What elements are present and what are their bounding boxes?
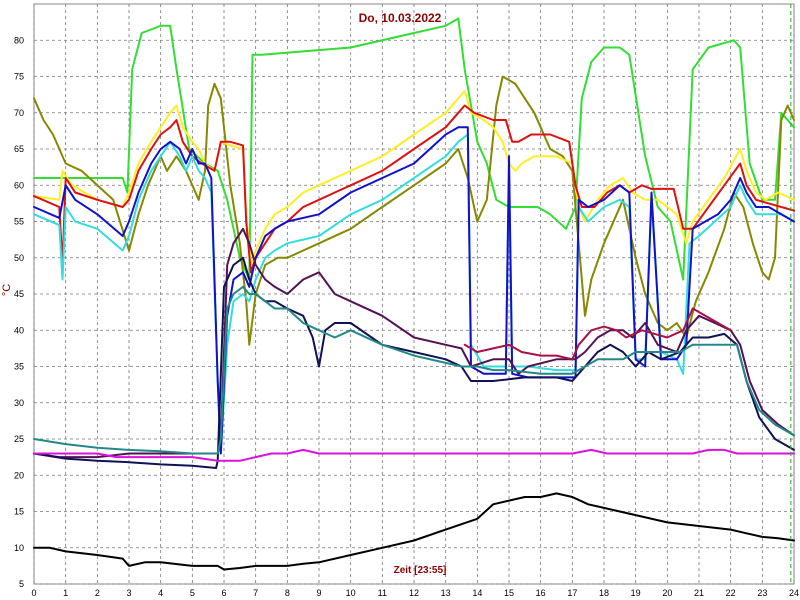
series-group: [33, 17, 795, 571]
y-tick-label: 80: [14, 35, 24, 45]
x-axis-label: Zeit [23:55]: [394, 565, 447, 576]
x-tick-label: 14: [472, 588, 482, 598]
y-tick-label: 50: [14, 253, 24, 263]
x-tick-label: 3: [126, 588, 131, 598]
series-line-10: [33, 285, 795, 455]
y-tick-label: 25: [14, 434, 24, 444]
y-axis-ticks: 5 10 15 20 25 30 35 40 45 50 55 60 65 70 75 80: [14, 35, 24, 589]
x-tick-label: 1: [63, 588, 68, 598]
y-tick-label: 35: [14, 362, 24, 372]
series-line-8: [463, 307, 732, 361]
x-tick-label: 5: [190, 588, 195, 598]
series-line-7: [33, 227, 795, 459]
y-tick-label: 60: [14, 180, 24, 190]
y-tick-label: 15: [14, 507, 24, 517]
y-axis-label: °C: [1, 284, 13, 296]
x-tick-label: 24: [789, 588, 799, 598]
series-line-2: [33, 75, 795, 346]
y-tick-label: 65: [14, 144, 24, 154]
y-tick-label: 55: [14, 217, 24, 227]
x-tick-label: 17: [567, 588, 577, 598]
x-tick-label: 8: [285, 588, 290, 598]
x-tick-label: 18: [599, 588, 609, 598]
series-line-3: [33, 90, 795, 266]
x-tick-label: 4: [158, 588, 163, 598]
y-tick-label: 70: [14, 108, 24, 118]
x-tick-label: 11: [378, 588, 387, 598]
x-tick-label: 2: [95, 588, 100, 598]
x-tick-label: 15: [504, 588, 514, 598]
x-tick-label: 21: [694, 588, 704, 598]
x-tick-label: 16: [536, 588, 546, 598]
y-tick-label: 30: [14, 398, 24, 408]
y-tick-label: 5: [19, 579, 24, 589]
x-axis-ticks: 0 1 2 3 4 5 6 7 8 9 10 11 12 13 14 15 16 17 18 19 20 21 22 23 24: [31, 588, 799, 598]
x-tick-label: 12: [409, 588, 419, 598]
x-tick-label: 23: [757, 588, 767, 598]
x-tick-label: 10: [346, 588, 356, 598]
x-tick-label: 0: [31, 588, 36, 598]
y-tick-label: 20: [14, 470, 24, 480]
y-tick-label: 45: [14, 289, 24, 299]
series-line-12: [33, 492, 795, 571]
y-tick-label: 40: [14, 325, 24, 335]
x-tick-label: 19: [631, 588, 641, 598]
y-tick-label: 10: [14, 543, 24, 553]
series-line-11: [33, 448, 795, 462]
y-tick-label: 75: [14, 72, 24, 82]
x-tick-label: 22: [726, 588, 736, 598]
x-tick-label: 20: [662, 588, 672, 598]
series-line-1: [33, 17, 795, 281]
x-tick-label: 9: [316, 588, 321, 598]
x-tick-label: 13: [441, 588, 451, 598]
chart-grid: [33, 3, 795, 585]
chart-title: Do, 10.03.2022: [359, 11, 442, 25]
x-tick-label: 6: [221, 588, 226, 598]
x-tick-label: 7: [253, 588, 258, 598]
series-line-4: [33, 104, 795, 274]
series-line-9: [33, 256, 795, 469]
series-line-5: [33, 133, 795, 455]
